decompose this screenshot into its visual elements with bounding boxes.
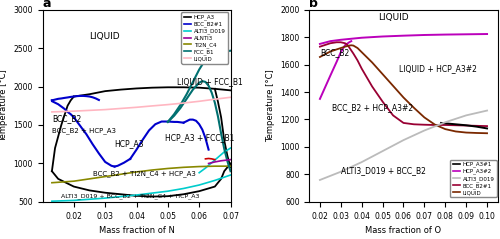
Y-axis label: Temperature [°C]: Temperature [°C] [0,69,8,142]
Text: b: b [310,0,318,10]
Text: a: a [42,0,51,10]
Text: HCP_A3: HCP_A3 [114,139,144,148]
Y-axis label: Temperature [°C]: Temperature [°C] [266,69,275,142]
Text: LIQUID + HCP_A3#2: LIQUID + HCP_A3#2 [400,64,477,73]
Text: LIQUID: LIQUID [90,32,120,41]
X-axis label: Mass fraction of N: Mass fraction of N [98,226,174,235]
Text: BCC_B2 + HCP_A3: BCC_B2 + HCP_A3 [52,127,116,134]
Text: LIQUID: LIQUID [378,13,409,22]
Text: BCC_B2 + TI2N_C4 + HCP_A3: BCC_B2 + TI2N_C4 + HCP_A3 [92,170,196,177]
Text: BCC_B2: BCC_B2 [52,114,81,123]
Text: LIQUID + FCC_B1: LIQUID + FCC_B1 [177,77,243,87]
Legend: HCP_A3#1, HCP_A3#2, ALTI3_D019, BCC_B2#1, LIQUID: HCP_A3#1, HCP_A3#2, ALTI3_D019, BCC_B2#1… [450,159,496,197]
Text: HCP_A3 + FCC_B1: HCP_A3 + FCC_B1 [164,133,234,142]
Text: BCC_B2 + HCP_A3#2: BCC_B2 + HCP_A3#2 [332,103,413,112]
Legend: HCP_A3, BCC_B2#1, ALTI3_D019, ALNTI3, TI2N_C4, FCC_B1, LIQUID: HCP_A3, BCC_B2#1, ALTI3_D019, ALNTI3, TI… [182,12,228,64]
Text: BCC_B2: BCC_B2 [320,48,349,57]
Text: ALTI3_D019 + BCC_B2: ALTI3_D019 + BCC_B2 [341,166,425,175]
Text: ALTI3_D019 + BCC_B2 + TI2N_C4 + HCP_A3: ALTI3_D019 + BCC_B2 + TI2N_C4 + HCP_A3 [62,193,200,199]
X-axis label: Mass fraction of O: Mass fraction of O [366,226,442,235]
